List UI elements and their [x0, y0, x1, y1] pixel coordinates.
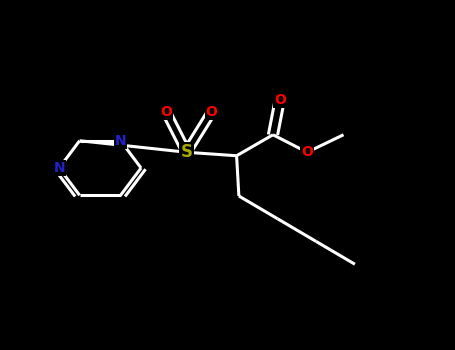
Text: O: O: [274, 93, 286, 107]
Text: N: N: [115, 134, 126, 148]
Text: S: S: [181, 143, 192, 161]
Text: O: O: [301, 145, 313, 159]
Text: O: O: [206, 105, 217, 119]
Text: O: O: [160, 105, 172, 119]
Text: N: N: [53, 161, 65, 175]
